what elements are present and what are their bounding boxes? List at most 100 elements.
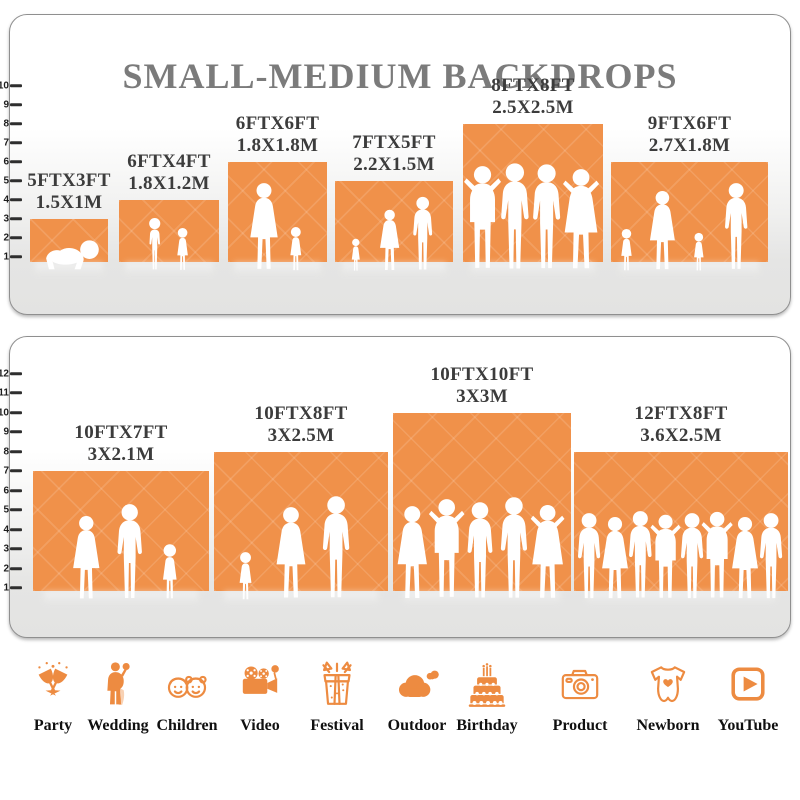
category-label: Birthday	[456, 717, 518, 734]
people-silhouette-woman-up	[559, 167, 603, 272]
category-label: Outdoor	[387, 717, 447, 734]
youtube-play-icon	[709, 656, 787, 712]
backdrop-bar	[214, 451, 388, 592]
people-silhouette-woman	[272, 506, 310, 601]
birthday-cake-icon	[448, 656, 526, 712]
people-silhouette-man	[112, 503, 147, 601]
size-feet-text: 12FTX8FT	[634, 402, 728, 424]
category-icon-row: Party Wedding Children Video Festival Outdoor…	[0, 656, 800, 766]
size-meters-text: 2.5X2.5M	[492, 97, 574, 118]
category-label: Children	[156, 717, 218, 734]
axis-tick-mark	[10, 122, 22, 126]
axis-tick-mark	[10, 566, 22, 571]
axis-tick-label: 6	[3, 485, 9, 496]
category-item-video: Video	[221, 656, 299, 735]
category-label: Wedding	[87, 717, 149, 734]
backdrop-size-label: 10FTX10FT 3X3M	[431, 364, 534, 408]
people-silhouette-girl	[619, 228, 634, 272]
size-meters-text: 3X2.1M	[87, 444, 155, 465]
axis-tick-label: 3	[3, 543, 9, 555]
axis-tick-mark	[10, 488, 22, 493]
axis-tick-label: 1	[3, 582, 9, 594]
axis-tick-label: 2	[3, 563, 9, 574]
category-label: Festival	[310, 717, 364, 734]
category-item-festival: Festival	[298, 656, 376, 735]
backdrop-size-label: 5FTX3FT 1.5X1M	[27, 170, 110, 214]
category-label: YouTube	[717, 717, 779, 734]
axis-tick-label: 8	[3, 446, 9, 457]
size-meters-text: 1.5X1M	[35, 192, 103, 213]
category-item-youtube: YouTube	[709, 656, 787, 735]
backdrop-bar	[393, 412, 571, 592]
people-silhouette-girl	[288, 226, 304, 272]
size-meters-text: 2.2X1.5M	[353, 154, 435, 175]
backdrop-bar	[463, 124, 603, 262]
axis-tick-mark	[10, 547, 22, 551]
backdrop-size-label: 6FTX6FT 1.8X1.8M	[236, 113, 319, 157]
people-silhouette-woman	[377, 209, 402, 272]
size-feet-text: 5FTX3FT	[27, 170, 111, 191]
axis-tick-label: 4	[3, 194, 9, 206]
axis-tick-label: 3	[3, 213, 9, 225]
category-item-children: Children	[148, 656, 226, 735]
category-label: Party	[33, 717, 73, 734]
category-item-birthday: Birthday	[448, 656, 526, 735]
axis-tick-label: 7	[3, 465, 9, 477]
category-item-wedding: Wedding	[79, 656, 157, 735]
people-silhouette-boy	[146, 217, 163, 272]
people-silhouette-girl	[692, 232, 706, 272]
category-label: Newborn	[636, 717, 700, 734]
backdrop-bar	[30, 219, 108, 262]
wedding-couple-icon	[79, 656, 157, 712]
backdrop-size-label: 12FTX8FT 3.6X2.5M	[634, 403, 727, 447]
axis-tick-mark	[10, 410, 22, 415]
people-silhouette-man	[755, 512, 787, 601]
size-feet-text: 8FTX8FT	[491, 75, 575, 96]
axis-tick-mark	[10, 103, 22, 107]
size-meters-text: 1.8X1.2M	[128, 173, 210, 194]
people-silhouette-man	[317, 495, 355, 601]
people-silhouette-baby	[41, 238, 101, 272]
axis-tick-mark	[10, 141, 22, 145]
backdrop-size-label: 7FTX5FT 2.2X1.5M	[352, 132, 435, 176]
people-silhouette-girl	[350, 238, 362, 272]
axis-tick-label: 5	[3, 504, 9, 516]
axis-tick-mark	[10, 586, 22, 590]
axis-tick-label: 7	[3, 137, 9, 149]
people-silhouette-man-up	[426, 497, 467, 601]
size-feet-text: 7FTX5FT	[352, 132, 436, 153]
backdrop-bar	[574, 451, 788, 592]
people-silhouette-girl	[175, 227, 190, 272]
axis-tick-mark	[10, 508, 22, 512]
people-silhouette-woman	[646, 190, 679, 272]
axis-tick-label: 9	[3, 99, 9, 111]
axis-tick-label: 11	[0, 387, 9, 399]
axis-tick-label: 10	[0, 80, 9, 92]
backdrop-bar	[119, 200, 219, 262]
backdrop-size-label: 8FTX8FT 2.5X2.5M	[491, 75, 574, 119]
backdrop-size-label: 6FTX4FT 1.8X1.2M	[127, 151, 210, 195]
axis-tick-mark	[10, 160, 22, 164]
children-faces-icon	[148, 656, 226, 712]
people-silhouette-girl	[160, 543, 180, 601]
people-silhouette-girl	[237, 551, 254, 601]
size-meters-text: 3X3M	[456, 385, 508, 407]
size-meters-text: 2.7X1.8M	[648, 135, 731, 156]
size-feet-text: 10FTX8FT	[254, 402, 348, 424]
axis-tick-mark	[10, 391, 22, 395]
category-item-party: Party	[14, 656, 92, 735]
backdrop-bar	[228, 162, 327, 262]
axis-tick-mark	[10, 469, 22, 473]
size-meters-text: 3.6X2.5M	[640, 424, 722, 446]
axis-tick-mark	[10, 84, 22, 88]
outdoor-cloud-icon	[378, 656, 456, 712]
backdrop-size-label: 9FTX6FT 2.7X1.8M	[648, 113, 731, 157]
people-silhouette-man	[409, 196, 436, 272]
size-feet-text: 10FTX7FT	[74, 422, 168, 443]
people-silhouette-man	[462, 501, 498, 601]
backdrop-bar	[611, 162, 768, 262]
axis-tick-mark	[10, 236, 22, 240]
people-silhouette-man	[720, 182, 752, 272]
backdrop-size-label: 10FTX8FT 3X2.5M	[254, 403, 347, 447]
